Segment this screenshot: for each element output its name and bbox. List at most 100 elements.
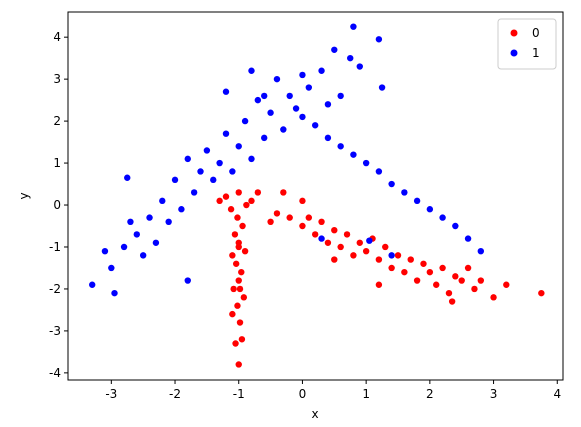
x-tick-label: -1 bbox=[233, 387, 245, 401]
point bbox=[243, 201, 250, 209]
point bbox=[452, 273, 459, 280]
x-axis-label: x bbox=[311, 407, 318, 421]
point bbox=[273, 210, 281, 217]
point bbox=[239, 222, 246, 230]
point bbox=[394, 252, 402, 259]
point bbox=[471, 285, 478, 293]
y-axis-label: y bbox=[17, 192, 31, 199]
point bbox=[433, 281, 440, 288]
legend-box bbox=[497, 18, 557, 70]
point bbox=[311, 122, 319, 129]
point bbox=[146, 214, 153, 221]
point bbox=[238, 268, 245, 276]
point bbox=[356, 239, 363, 246]
point bbox=[235, 277, 242, 284]
point bbox=[108, 264, 115, 272]
point bbox=[331, 226, 338, 234]
point bbox=[267, 218, 274, 226]
y-tick-label: 2 bbox=[53, 114, 61, 128]
point bbox=[229, 252, 236, 259]
point bbox=[236, 319, 244, 326]
point bbox=[388, 264, 395, 272]
point bbox=[101, 247, 109, 255]
point bbox=[178, 206, 185, 213]
point bbox=[171, 176, 179, 184]
x-tick-label: -3 bbox=[105, 387, 117, 401]
point bbox=[229, 168, 236, 175]
point bbox=[331, 46, 338, 53]
legend-label: 1 bbox=[532, 46, 540, 60]
point bbox=[210, 176, 217, 184]
point bbox=[407, 256, 414, 263]
y-tick-label: 0 bbox=[53, 198, 61, 212]
point bbox=[366, 237, 373, 244]
point bbox=[331, 256, 338, 263]
point bbox=[445, 289, 453, 297]
point bbox=[401, 268, 408, 276]
x-tick-label: 4 bbox=[553, 387, 561, 401]
point bbox=[292, 105, 300, 112]
point bbox=[120, 243, 128, 251]
point bbox=[254, 189, 262, 196]
point bbox=[240, 294, 248, 301]
point bbox=[230, 285, 237, 293]
point bbox=[305, 214, 313, 221]
point bbox=[235, 189, 242, 196]
point bbox=[232, 260, 240, 267]
point bbox=[235, 243, 242, 251]
point bbox=[490, 294, 497, 301]
point bbox=[124, 174, 131, 181]
point bbox=[356, 63, 363, 70]
point bbox=[362, 247, 370, 255]
point bbox=[375, 36, 383, 43]
legend-marker bbox=[510, 29, 518, 37]
point bbox=[89, 281, 96, 288]
point bbox=[477, 277, 485, 284]
point bbox=[248, 155, 255, 163]
point bbox=[159, 197, 166, 205]
point bbox=[216, 197, 223, 205]
point bbox=[362, 159, 370, 167]
point bbox=[337, 243, 344, 251]
point bbox=[273, 75, 281, 83]
point bbox=[350, 23, 357, 30]
point bbox=[538, 289, 545, 297]
point bbox=[280, 189, 287, 196]
point bbox=[286, 214, 293, 221]
point bbox=[375, 281, 383, 288]
point bbox=[318, 235, 325, 242]
point bbox=[324, 134, 332, 142]
point bbox=[232, 340, 239, 347]
point bbox=[343, 231, 351, 238]
point bbox=[238, 336, 246, 343]
point bbox=[152, 239, 160, 246]
y-tick-label: 1 bbox=[53, 156, 61, 170]
point bbox=[299, 71, 306, 79]
point bbox=[439, 214, 446, 221]
point bbox=[375, 256, 383, 263]
point bbox=[464, 235, 472, 242]
point bbox=[388, 180, 395, 188]
point bbox=[413, 197, 421, 205]
point bbox=[426, 206, 434, 213]
point bbox=[503, 281, 510, 288]
point bbox=[426, 268, 434, 276]
point bbox=[222, 193, 230, 200]
point bbox=[324, 239, 332, 246]
x-tick-label: -2 bbox=[169, 387, 181, 401]
point bbox=[299, 222, 306, 230]
point bbox=[216, 159, 223, 167]
point bbox=[254, 96, 262, 104]
y-tick-label: -3 bbox=[49, 324, 61, 338]
point bbox=[299, 113, 306, 121]
point bbox=[241, 247, 249, 255]
point bbox=[241, 117, 249, 125]
point bbox=[227, 206, 235, 213]
point bbox=[337, 143, 344, 150]
point bbox=[318, 67, 325, 74]
x-tick-label: 2 bbox=[426, 387, 434, 401]
point bbox=[458, 277, 465, 284]
point bbox=[222, 130, 230, 137]
point bbox=[350, 151, 357, 158]
